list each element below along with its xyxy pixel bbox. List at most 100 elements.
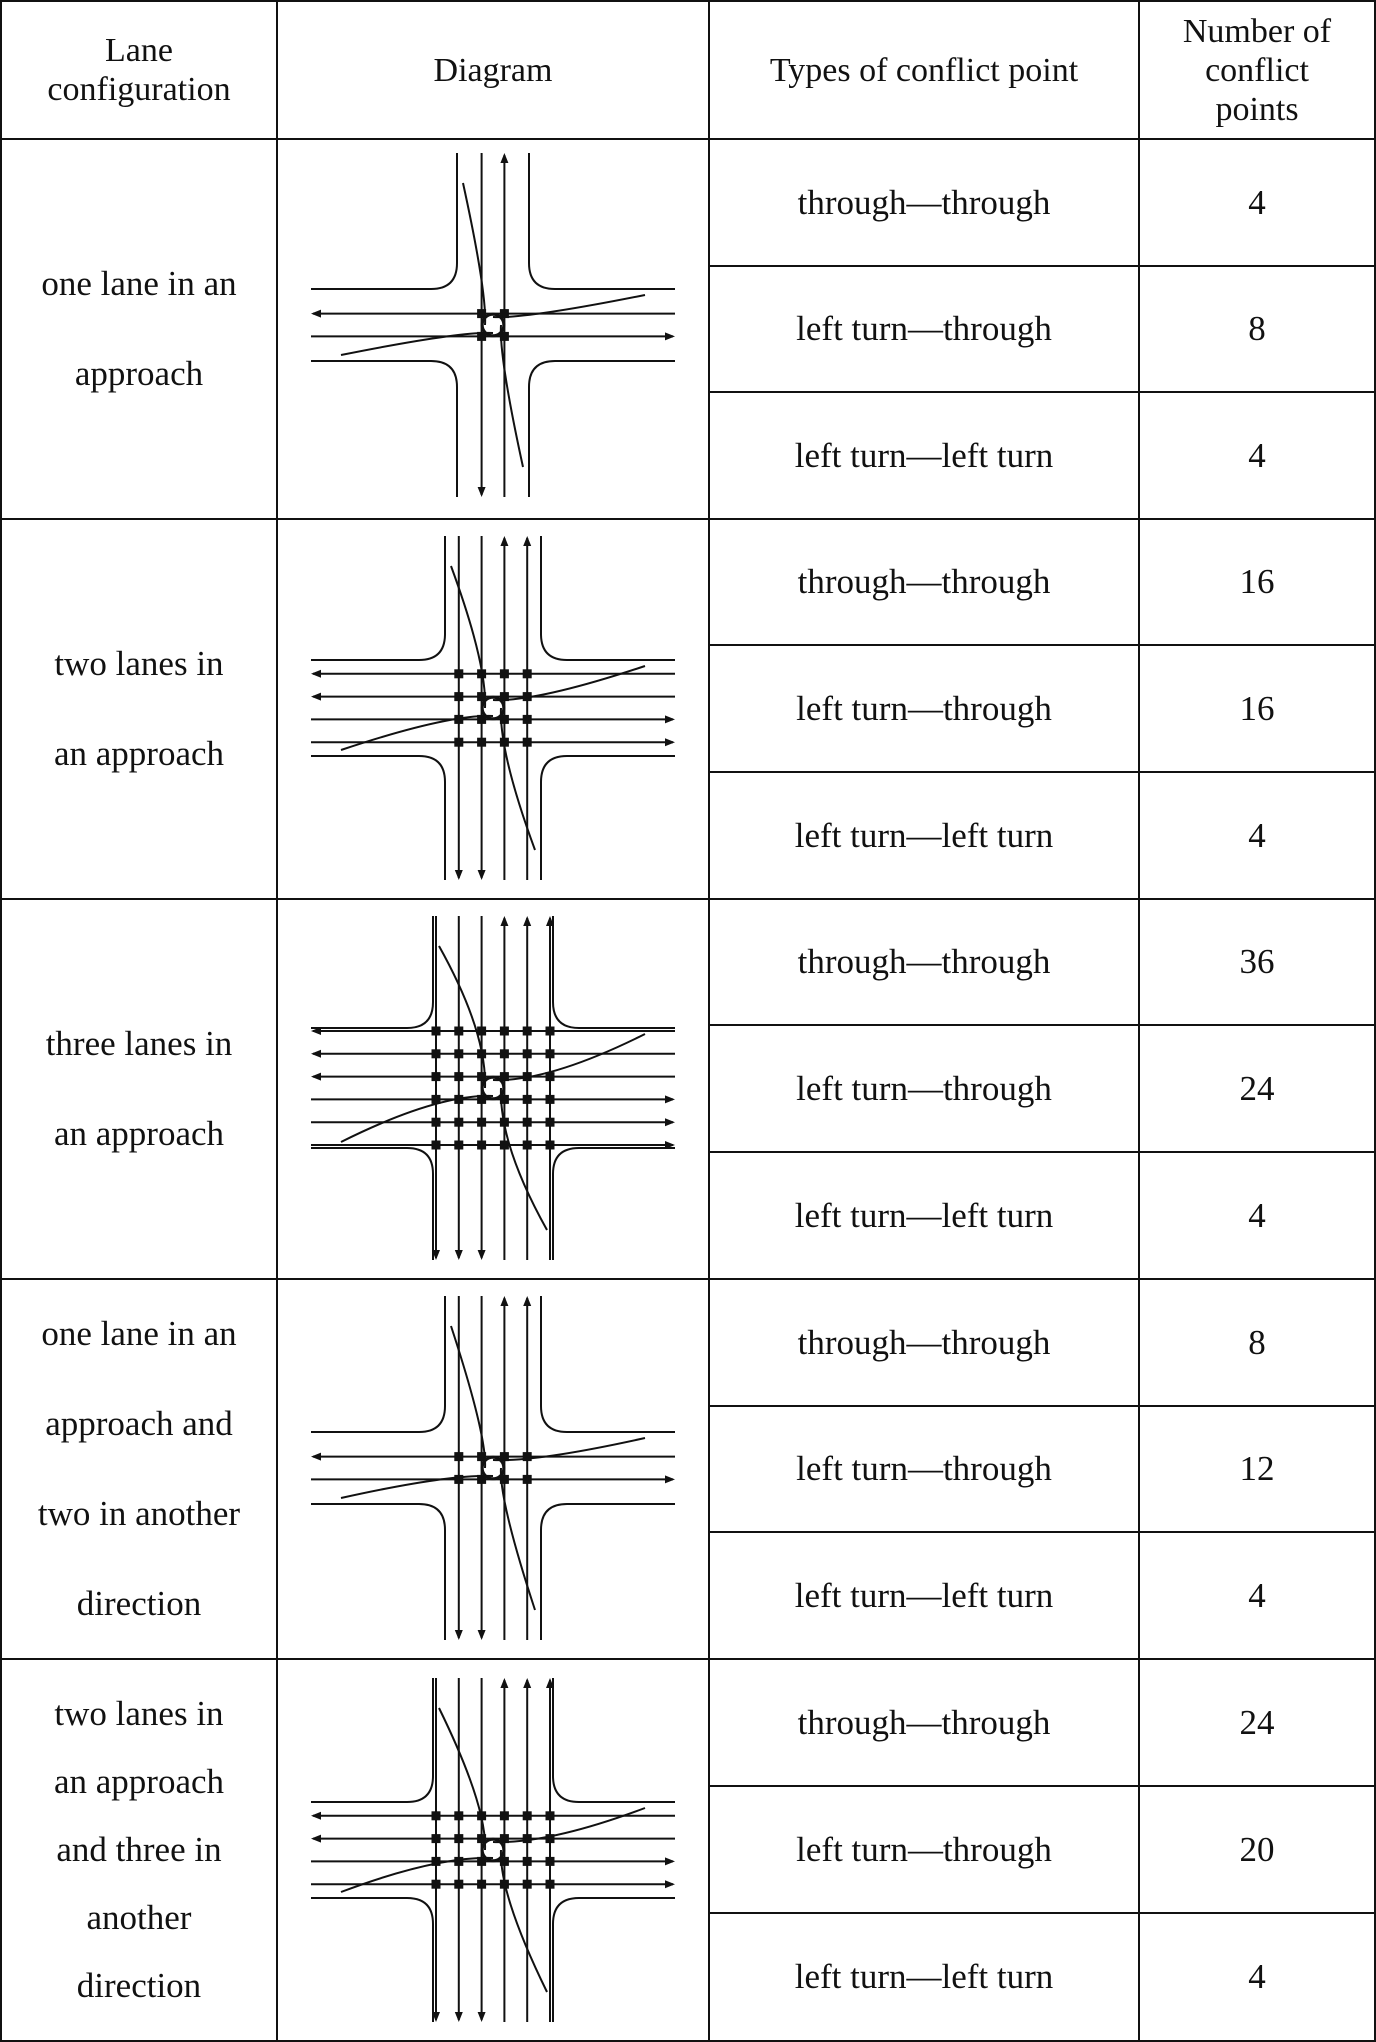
conflict-point (477, 1072, 487, 1082)
curb-se (540, 1503, 675, 1640)
conflict-point (522, 669, 532, 679)
arrow-northbound (500, 1296, 509, 1306)
conflict-point (431, 1026, 441, 1036)
conflict-point (477, 1026, 487, 1036)
header-types-of-conflict-point: Types of conflict point (769, 51, 1079, 89)
arrow-westbound (311, 1834, 321, 1843)
curb-se (552, 1897, 675, 2022)
conflict-point (545, 1117, 555, 1127)
conflict-point (522, 714, 532, 724)
arrow-eastbound (665, 1475, 675, 1484)
lane-configuration-row-4: one lane in an approach and two in anoth… (37, 1314, 241, 1623)
conflict-count-row-1-3: 4 (1248, 435, 1266, 475)
conflict-point (431, 1879, 441, 1889)
header-lane-configuration: Lane configuration (47, 32, 231, 108)
conflict-point (499, 1474, 509, 1484)
intersection-diagram-2 (311, 536, 675, 880)
conflict-point (477, 1049, 487, 1059)
conflict-point (545, 1140, 555, 1150)
left-turn-curve (492, 665, 646, 702)
curb-se (540, 755, 675, 880)
curb-se (528, 360, 675, 497)
curb-ne (540, 536, 675, 661)
curb-ne (528, 153, 675, 290)
lane-configuration-row-3: three lanes in an approach (45, 1024, 233, 1153)
arrow-westbound (311, 1027, 321, 1035)
conflict-point (431, 1094, 441, 1104)
conflict-point (477, 1094, 487, 1104)
curb-sw (311, 755, 446, 880)
conflict-point (431, 1049, 441, 1059)
arrow-westbound (311, 1811, 321, 1820)
conflict-point (522, 1834, 532, 1844)
header-number-of-conflict-points: Number of conflict points (1182, 12, 1332, 128)
conflict-point (454, 1856, 464, 1866)
conflict-point (545, 1834, 555, 1844)
curb-nw (311, 536, 446, 661)
conflict-point (499, 309, 509, 319)
conflict-point (454, 1117, 464, 1127)
arrow-southbound (432, 2012, 440, 2022)
left-turn-curve (340, 714, 494, 751)
arrow-southbound (454, 870, 463, 880)
conflict-count-row-2-3: 4 (1248, 815, 1266, 855)
conflict-count-row-5-2: 20 (1239, 1829, 1275, 1869)
conflict-count-row-4-3: 4 (1248, 1575, 1266, 1615)
conflict-point (499, 331, 509, 341)
arrow-westbound (311, 669, 321, 678)
lane-configuration-row-5: two lanes in an approach and three in an… (53, 1694, 225, 2005)
conflict-point (477, 309, 487, 319)
arrow-eastbound (665, 1095, 675, 1104)
conflict-point (477, 1879, 487, 1889)
arrow-southbound (477, 1630, 486, 1640)
turn-conflict-ring (480, 695, 506, 721)
conflict-point (499, 1140, 509, 1150)
curb-ne (552, 1678, 675, 1803)
curb-nw (311, 1678, 434, 1803)
conflict-point (454, 1026, 464, 1036)
conflict-point (522, 1474, 532, 1484)
conflict-point (477, 331, 487, 341)
conflict-point (431, 1856, 441, 1866)
conflict-point (545, 1879, 555, 1889)
conflict-point (499, 1049, 509, 1059)
conflict-point (477, 692, 487, 702)
conflict-type-row-5-3: left turn—left turn (794, 1957, 1054, 1996)
conflict-point (499, 1452, 509, 1462)
conflict-point (545, 1026, 555, 1036)
arrow-southbound (477, 870, 486, 880)
left-turn-curve (499, 1467, 536, 1611)
conflict-point (499, 1117, 509, 1127)
conflict-type-row-4-1: through—through (797, 1322, 1051, 1362)
turn-conflict-ring (480, 1075, 506, 1101)
conflict-point (477, 714, 487, 724)
conflict-point (431, 1811, 441, 1821)
conflict-point (431, 1140, 441, 1150)
conflict-point (522, 1879, 532, 1889)
arrow-westbound (311, 309, 321, 318)
conflict-count-row-1-1: 4 (1248, 182, 1266, 222)
conflict-point (477, 1452, 487, 1462)
arrow-eastbound (665, 1118, 675, 1127)
curb-ne (552, 916, 675, 1029)
conflict-point (545, 1072, 555, 1082)
conflict-point (454, 1834, 464, 1844)
arrow-southbound (477, 487, 486, 497)
conflict-point (499, 714, 509, 724)
conflict-type-row-3-3: left turn—left turn (794, 1195, 1054, 1235)
conflict-point (522, 1856, 532, 1866)
conflict-point (499, 669, 509, 679)
conflict-count-row-5-1: 24 (1239, 1702, 1275, 1742)
arrow-southbound (454, 1250, 463, 1260)
conflict-point (454, 1072, 464, 1082)
curb-nw (311, 1296, 446, 1433)
conflict-type-row-1-3: left turn—left turn (794, 435, 1054, 475)
arrow-eastbound (665, 738, 675, 747)
conflict-type-row-2-2: left turn—through (796, 688, 1052, 728)
conflict-count-row-4-1: 8 (1248, 1322, 1266, 1362)
conflict-point (522, 1117, 532, 1127)
conflict-point (477, 1856, 487, 1866)
conflict-count-row-3-1: 36 (1239, 942, 1275, 981)
left-turn-curve (438, 945, 487, 1089)
conflict-point (454, 737, 464, 747)
